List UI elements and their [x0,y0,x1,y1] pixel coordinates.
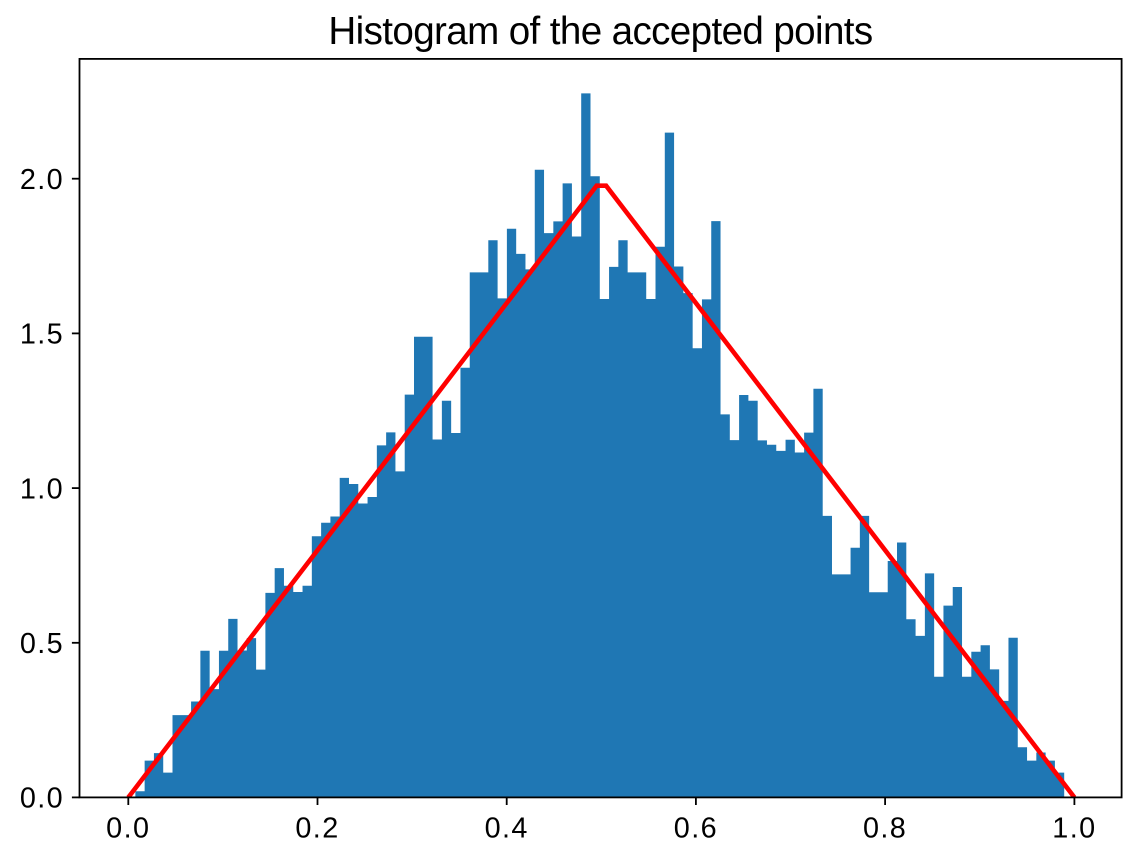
svg-text:0.0: 0.0 [106,812,150,844]
svg-text:0.6: 0.6 [674,812,718,844]
svg-text:1.5: 1.5 [20,319,64,351]
svg-text:0.2: 0.2 [295,812,339,844]
svg-text:1.0: 1.0 [20,473,64,505]
svg-text:0.8: 0.8 [863,812,907,844]
svg-text:0.0: 0.0 [20,783,64,815]
svg-text:0.5: 0.5 [20,628,64,660]
svg-text:1.0: 1.0 [1052,812,1096,844]
svg-text:Histogram of the accepted poin: Histogram of the accepted points [328,10,872,53]
svg-text:2.0: 2.0 [20,164,64,196]
svg-text:0.4: 0.4 [485,812,529,844]
